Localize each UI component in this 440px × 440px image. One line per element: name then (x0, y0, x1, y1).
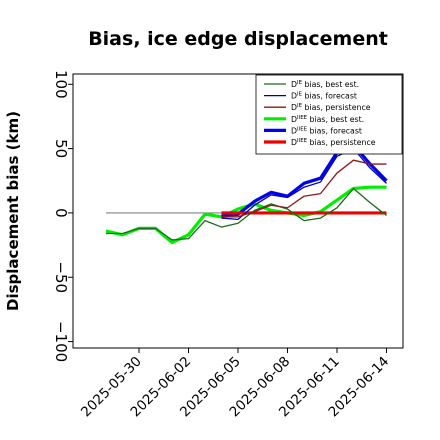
y-axis: −100 −50 0 50 100 (52, 70, 73, 362)
legend-entry: DIIEE bias, persistence (291, 138, 376, 147)
legend-entry: DIE bias, forecast (291, 92, 357, 101)
series-line-0 (106, 187, 387, 241)
y-axis-label: Displacement bias (km) (4, 111, 22, 311)
series-line-1 (221, 147, 387, 221)
x-axis: 2025-05-302025-06-022025-06-052025-06-08… (78, 348, 392, 420)
y-tick-label: 100 (52, 70, 70, 99)
legend-entry: DIE bias, best est. (291, 80, 359, 89)
legend-entry: DIIEE bias, best est. (291, 115, 364, 124)
series-line-2 (221, 159, 387, 218)
legend: DIE bias, best est. DIE bias, forecast DIE… (255, 74, 403, 155)
series-layer (105, 143, 388, 245)
y-tick-label: 0 (52, 208, 70, 218)
chart-title: Bias, ice edge displacement (88, 28, 388, 50)
y-tick-label: −100 (52, 321, 70, 362)
legend-entry: DIE bias, persistence (291, 103, 371, 112)
legend-entry: DIIEE bias, forecast (291, 126, 362, 135)
y-tick-label: −50 (52, 261, 70, 293)
y-tick-label: 50 (52, 139, 70, 158)
